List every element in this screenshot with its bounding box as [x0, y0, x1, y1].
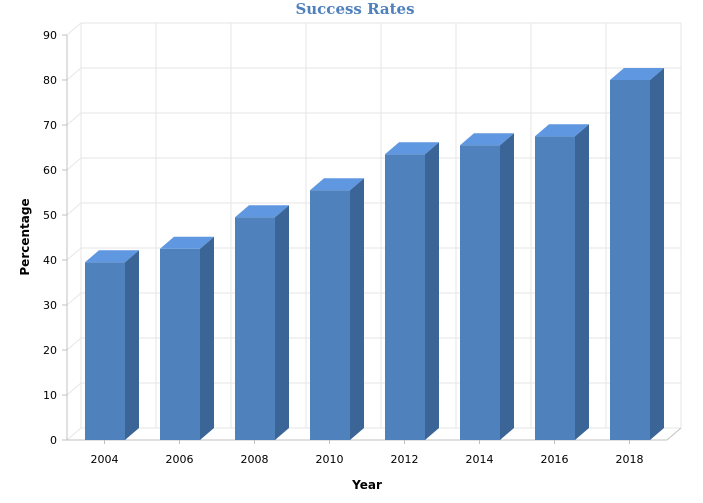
bar-side-2014	[500, 133, 514, 440]
y-tick-label-50: 50	[43, 209, 57, 222]
bar-2018	[610, 68, 664, 440]
y-tick-label-30: 30	[43, 299, 57, 312]
bar-top-2004	[85, 250, 139, 263]
gridline-side-20	[66, 337, 82, 351]
bar-front-2016	[535, 136, 575, 440]
bar-front-2012	[385, 154, 425, 440]
bar-2006	[160, 236, 214, 440]
x-tick-label-2004: 2004	[91, 453, 119, 466]
bar-side-2010	[350, 178, 364, 440]
y-tick-label-0: 0	[50, 434, 57, 447]
y-tick-label-70: 70	[43, 119, 57, 132]
bar-side-2008	[275, 205, 289, 440]
bar-2004	[85, 250, 139, 440]
bar-2008	[235, 205, 289, 440]
bar-top-2016	[535, 124, 589, 137]
y-tick-label-20: 20	[43, 344, 57, 357]
y-tick-labels: 0 10 20 30 40 50 60 70 80 90	[43, 29, 67, 447]
bar-front-2008	[235, 217, 275, 440]
gridline-side-70	[66, 112, 82, 126]
bar-top-2010	[310, 178, 364, 191]
bar-top-2012	[385, 142, 439, 155]
bar-2014	[460, 133, 514, 440]
bar-top-2006	[160, 236, 214, 249]
x-axis-depth-line	[666, 427, 682, 441]
bar-2016	[535, 124, 589, 440]
bar-front-2006	[160, 248, 200, 440]
x-axis-title: Year	[351, 478, 382, 492]
x-tick-label-2006: 2006	[166, 453, 194, 466]
x-tick-label-2012: 2012	[391, 453, 419, 466]
bar-front-2010	[310, 190, 350, 440]
gridline-side-90	[66, 22, 82, 36]
x-tick-label-2010: 2010	[316, 453, 344, 466]
x-tick-labels: 2004 2006 2008 2010 2012 2014 2016 2018	[91, 440, 644, 466]
x-tick-label-2016: 2016	[541, 453, 569, 466]
chart-title: Success Rates	[295, 0, 414, 18]
y-tick-label-80: 80	[43, 74, 57, 87]
bar-2010	[310, 178, 364, 440]
gridline-side-80	[66, 67, 82, 81]
gridline-side-30	[66, 292, 82, 306]
bar-2012	[385, 142, 439, 440]
bar-side-2004	[125, 250, 139, 440]
y-tick-label-40: 40	[43, 254, 57, 267]
x-tick-label-2008: 2008	[241, 453, 269, 466]
x-tick-label-2018: 2018	[616, 453, 644, 466]
bar-top-2018	[610, 68, 664, 80]
gridline-side-60	[66, 157, 82, 171]
bar-top-2014	[460, 133, 514, 146]
gridline-side-50	[66, 202, 82, 216]
bar-front-2004	[85, 262, 125, 440]
gridline-side-10	[66, 382, 82, 396]
y-tick-label-10: 10	[43, 389, 57, 402]
bar-front-2018	[610, 80, 650, 440]
bar-top-2008	[235, 205, 289, 218]
bar-front-2014	[460, 145, 500, 440]
y-tick-label-60: 60	[43, 164, 57, 177]
bar-side-2012	[425, 142, 439, 440]
bar-side-2006	[200, 236, 214, 440]
y-tick-label-90: 90	[43, 29, 57, 42]
bar-side-2016	[575, 124, 589, 440]
y-axis-title: Percentage	[18, 198, 32, 275]
x-tick-label-2014: 2014	[466, 453, 494, 466]
gridline-side-0	[66, 427, 82, 441]
gridline-side-40	[66, 247, 82, 261]
bars	[85, 68, 664, 440]
bar-side-2018	[650, 68, 664, 440]
